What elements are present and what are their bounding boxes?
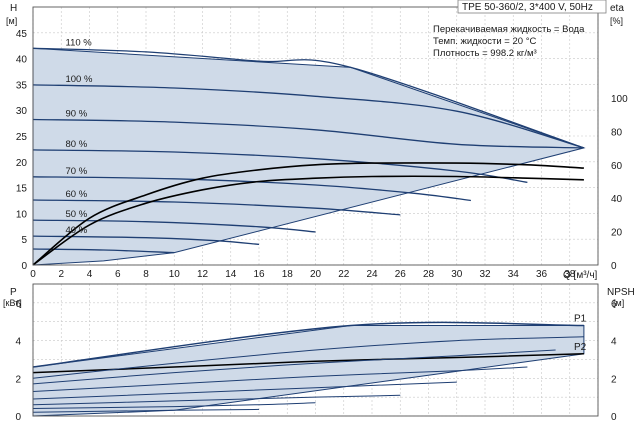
x-tick-label: 34 (508, 269, 520, 280)
head-curve-50pct (32, 219, 316, 233)
head-tick-label: 15 (16, 184, 28, 195)
head-tick-label: 25 (16, 132, 28, 143)
p2-label: P2 (574, 342, 587, 353)
speed-label: 60 % (65, 189, 87, 200)
eta-tick-label: 20 (611, 228, 623, 239)
head-tick-label: 35 (16, 80, 28, 91)
power-curve-speed-8 (32, 408, 260, 413)
x-tick-label: 0 (30, 269, 36, 280)
power-curve-speed-2 (32, 336, 584, 379)
head-tick-label: 30 (16, 106, 28, 117)
efficiency-curve (32, 175, 584, 266)
npsh-tick-label: 2 (611, 374, 617, 385)
x-tick-label: 14 (225, 269, 237, 280)
power-axis-label: P (10, 287, 17, 298)
power-curve-speed-7 (32, 402, 316, 409)
x-tick-label: 16 (253, 269, 265, 280)
chart-title: TPE 50-360/2, 3*400 V, 50Hz (462, 2, 593, 13)
x-tick-label: 12 (197, 269, 209, 280)
eta-axis-label: eta (610, 3, 624, 14)
head-tick-label: 20 (16, 158, 28, 169)
head-tick-label: 45 (16, 29, 28, 40)
npsh-axis-unit: [м] (613, 298, 624, 308)
x-tick-label: 36 (536, 269, 548, 280)
head-tick-label: 10 (16, 209, 28, 220)
eta-tick-label: 80 (611, 127, 623, 138)
operating-area-head (32, 47, 586, 266)
eta-tick-label: 100 (611, 94, 628, 105)
head-tick-label: 40 (16, 55, 28, 66)
power-curve-P2 (32, 353, 584, 374)
speed-label: 50 % (65, 209, 87, 220)
p1-label: P1 (574, 313, 587, 324)
head-tick-label: 5 (21, 235, 27, 246)
head-curve-110pct (32, 47, 585, 149)
efficiency-curve (32, 162, 584, 266)
power-tick-label: 0 (15, 412, 21, 423)
power-tick-label: 6 (15, 299, 21, 310)
x-tick-label: 28 (423, 269, 435, 280)
x-tick-label: 4 (87, 269, 93, 280)
npsh-tick-label: 0 (611, 412, 617, 423)
npsh-axis-label: NPSH (607, 287, 635, 298)
head-axis-label: H (10, 3, 17, 14)
head-tick-label: 0 (21, 261, 27, 272)
x-tick-label: 30 (451, 269, 463, 280)
x-tick-label: 22 (338, 269, 350, 280)
x-tick-label: 2 (58, 269, 64, 280)
speed-label: 70 % (65, 166, 87, 177)
speed-label: 80 % (65, 139, 87, 150)
x-tick-label: 8 (143, 269, 149, 280)
eta-axis-unit: [%] (610, 16, 623, 26)
title-box (457, 0, 607, 14)
power-plot-frame (32, 283, 599, 417)
power-curve-P1 (32, 321, 584, 368)
head-axis-unit: [м] (6, 16, 17, 26)
annotation-temperature: Темп. жидкости = 20 °C (433, 36, 536, 47)
speed-label: 100 % (65, 74, 92, 85)
annotation-density: Плотность = 998.2 кг/м³ (433, 48, 537, 59)
head-curve-80pct (32, 149, 528, 184)
x-tick-label: 10 (169, 269, 181, 280)
power-curve-speed-6 (32, 394, 401, 406)
head-curve-100pct (32, 84, 585, 149)
eta-tick-label: 60 (611, 161, 623, 172)
head-curve-60pct (32, 199, 401, 216)
head-curve-70pct (32, 176, 471, 202)
speed-label: 40 % (65, 225, 87, 236)
power-curve-speed-3 (32, 349, 556, 385)
head-curve-40pct (32, 235, 260, 246)
power-tick-label: 4 (15, 337, 21, 348)
x-tick-label: 18 (282, 269, 294, 280)
power-curve-speed-4 (32, 366, 528, 392)
x-tick-label: 6 (115, 269, 121, 280)
x-tick-label: 20 (310, 269, 322, 280)
head-curve-minpct (32, 248, 175, 254)
eta-tick-label: 40 (611, 194, 623, 205)
x-tick-label: 26 (395, 269, 407, 280)
power-curve-speed-5 (32, 381, 457, 400)
flow-axis-label: Q [м³/ч] (563, 270, 598, 281)
x-tick-label: 24 (366, 269, 378, 280)
x-tick-label: 38 (564, 269, 576, 280)
head-curve-90pct (32, 118, 584, 149)
x-tick-label: 32 (479, 269, 491, 280)
speed-label: 90 % (65, 108, 87, 119)
speed-label: 110 % (65, 37, 92, 48)
npsh-tick-label: 6 (611, 299, 617, 310)
annotation-liquid: Перекачиваемая жидкость = Вода (433, 24, 585, 35)
head-plot-frame (32, 6, 599, 266)
eta-tick-label: 0 (611, 261, 617, 272)
power-axis-unit: [кВт] (3, 298, 22, 308)
power-tick-label: 2 (15, 374, 21, 385)
npsh-tick-label: 4 (611, 337, 617, 348)
